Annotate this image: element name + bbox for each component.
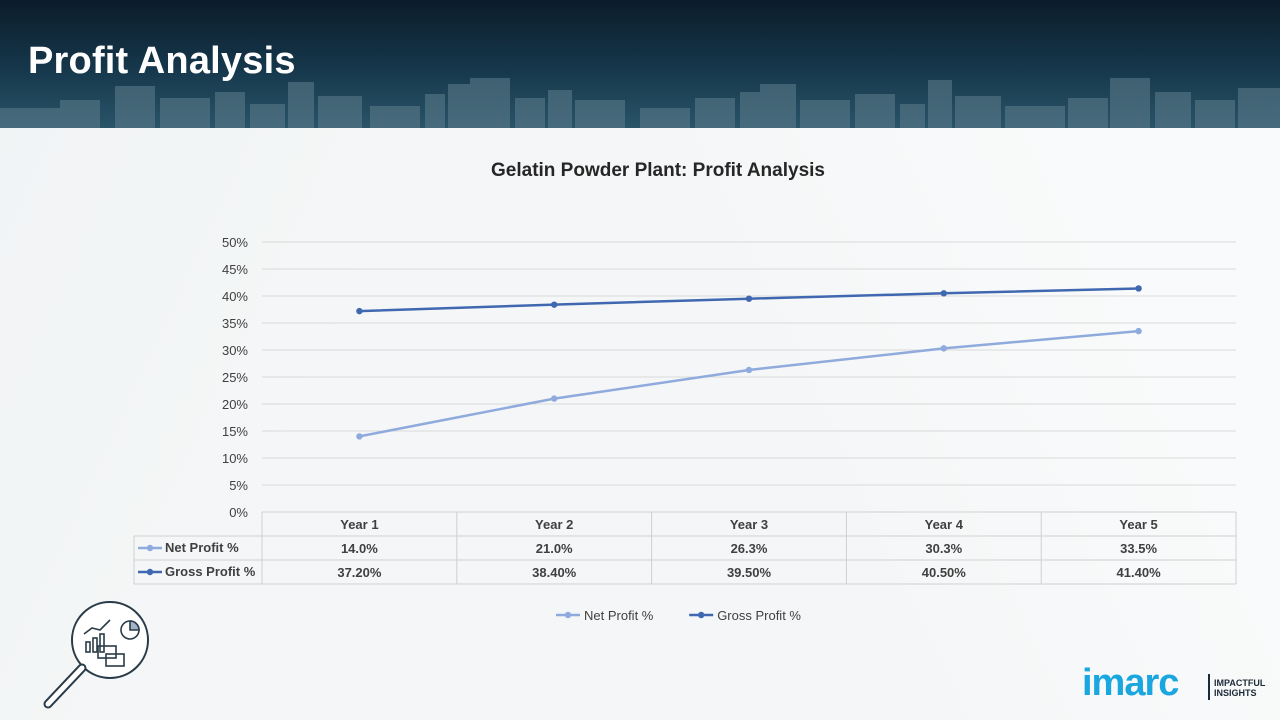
logo-wordmark: imarc (1082, 662, 1179, 704)
series-row-label: Gross Profit % (165, 564, 256, 579)
y-tick-label: 30% (222, 343, 248, 358)
data-table-value: 41.40% (1117, 565, 1162, 580)
category-label: Year 5 (1119, 517, 1157, 532)
data-table-value: 38.40% (532, 565, 577, 580)
y-tick-label: 35% (222, 316, 248, 331)
logo-divider (1208, 674, 1210, 700)
legend-label: Gross Profit % (717, 608, 801, 623)
data-point (940, 290, 947, 297)
data-table-value: 39.50% (727, 565, 772, 580)
magnifier-analytics-icon (43, 601, 149, 709)
series-row-label: Net Profit % (165, 540, 239, 555)
data-table-value: 40.50% (922, 565, 967, 580)
data-point (940, 345, 947, 352)
chart-panel (0, 128, 1280, 720)
table-legend-marker (146, 544, 154, 552)
data-point (551, 301, 558, 308)
y-tick-label: 50% (222, 235, 248, 250)
legend-label: Net Profit % (584, 608, 654, 623)
legend-marker (698, 611, 705, 619)
data-point (1135, 327, 1142, 335)
y-tick-label: 15% (222, 424, 248, 439)
data-table-value: 21.0% (536, 541, 573, 556)
y-tick-label: 45% (222, 262, 248, 277)
data-point (551, 395, 558, 402)
logo-tagline-line-1: IMPACTFUL (1214, 678, 1266, 688)
chart-title: Gelatin Powder Plant: Profit Analysis (491, 160, 825, 181)
y-tick-label: 0% (229, 505, 248, 520)
table-legend-marker (146, 568, 154, 576)
category-label: Year 1 (340, 517, 378, 532)
y-tick-label: 25% (222, 370, 248, 385)
city-skyline-graphic (0, 78, 1280, 128)
logo-tagline-line-2: INSIGHTS (1214, 688, 1257, 698)
data-table-value: 26.3% (731, 541, 768, 556)
data-table-value: 30.3% (925, 541, 962, 556)
data-point (356, 307, 363, 315)
page-title: Profit Analysis (28, 40, 296, 82)
imarc-logo: imarc IMPACTFUL INSIGHTS (1082, 662, 1265, 704)
data-point (745, 295, 753, 302)
data-point (356, 433, 363, 440)
data-point (1135, 285, 1142, 292)
data-point (745, 366, 753, 374)
category-label: Year 3 (730, 517, 768, 532)
header-banner: Profit Analysis (0, 0, 1280, 128)
category-label: Year 4 (925, 517, 964, 532)
y-tick-label: 20% (222, 397, 248, 412)
y-tick-label: 40% (222, 289, 248, 304)
data-table-value: 33.5% (1120, 541, 1157, 556)
logo-tagline: IMPACTFUL INSIGHTS (1214, 678, 1265, 698)
category-label: Year 2 (535, 517, 573, 532)
data-table-value: 14.0% (341, 541, 378, 556)
y-tick-label: 5% (229, 478, 248, 493)
series-line (359, 329, 1139, 438)
y-tick-label: 10% (222, 451, 248, 466)
legend-marker (564, 611, 572, 619)
data-table-value: 37.20% (337, 565, 382, 580)
